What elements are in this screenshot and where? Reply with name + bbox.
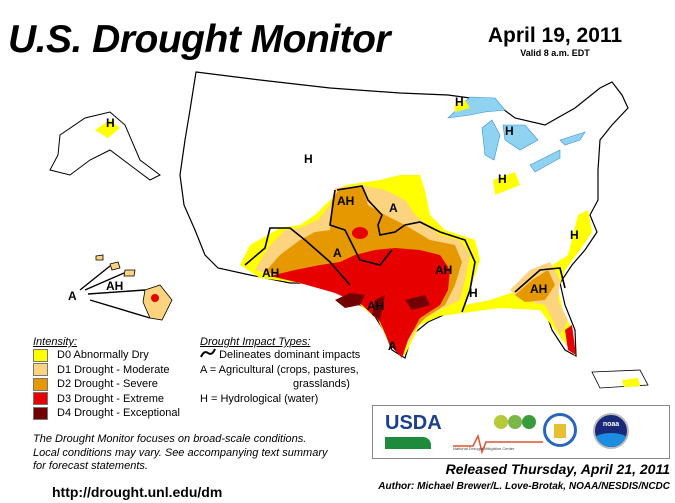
map-label: H: [570, 228, 579, 242]
map-label: H: [469, 286, 478, 300]
d4-area: [335, 293, 430, 320]
partner-logos: USDA National Drought Mitigation Center …: [372, 405, 670, 459]
usda-logo: USDA: [385, 412, 442, 434]
note-line: The Drought Monitor focuses on broad-sca…: [33, 433, 307, 445]
map-label: AH: [106, 279, 123, 293]
page-title: U.S. Drought Monitor: [8, 18, 391, 61]
impact-legend: Drought Impact Types: Delineates dominan…: [200, 336, 360, 406]
impact-h: H = Hydrological (water): [200, 392, 319, 405]
swatch-d2: [33, 377, 48, 391]
great-lakes: [447, 96, 586, 173]
d3-area: [270, 227, 576, 358]
map-label: A: [389, 201, 398, 215]
legend-label: D4 Drought - Exceptional: [57, 407, 180, 420]
map-label: A: [333, 246, 342, 260]
impact-line-label: Delineates dominant impacts: [219, 349, 361, 361]
release-date: Released Thursday, April 21, 2011: [445, 461, 670, 477]
intensity-legend: Intensity: D0 Abnormally Dry D1 Drought …: [33, 336, 180, 421]
valid-time: Valid 8 a.m. EDT: [520, 48, 590, 58]
map-label: A: [68, 289, 77, 303]
d0-area-midwest: [455, 100, 520, 195]
map-label: AH: [367, 299, 384, 313]
hawaii: [95, 254, 173, 321]
legend-item-d0: D0 Abnormally Dry: [33, 348, 180, 363]
website-link[interactable]: http://drought.unl.edu/dm: [52, 484, 223, 500]
author-credit: Author: Michael Brewer/L. Love-Brotak, N…: [378, 481, 670, 492]
legend-item-d3: D3 Drought - Extreme: [33, 392, 180, 407]
noaa-logo-icon: noaa: [593, 413, 629, 449]
map-label: A: [388, 339, 397, 353]
usda-logo-field: [385, 437, 431, 449]
note-line: Local conditions may vary. See accompany…: [33, 446, 328, 459]
ndmc-logo: [453, 415, 543, 454]
legend-label: D3 Drought - Extreme: [57, 392, 164, 405]
map-label: AH: [435, 263, 452, 277]
map-label: H: [498, 172, 507, 186]
impact-line-icon: [200, 348, 216, 358]
note-line: for forecast statements.: [33, 460, 148, 472]
commerce-seal-icon: [543, 413, 577, 447]
legend-label: D2 Drought - Severe: [57, 378, 158, 391]
map-label: AH: [530, 282, 547, 296]
map-label: H: [106, 116, 115, 130]
swatch-d0: [33, 348, 48, 362]
alaska: [49, 111, 161, 181]
swatch-d1: [33, 363, 48, 377]
alaska-d0: [95, 120, 120, 138]
noaa-label: noaa: [602, 421, 620, 428]
disclaimer-note: The Drought Monitor focuses on broad-sca…: [33, 433, 327, 474]
swatch-d4: [33, 406, 48, 420]
swatch-d3: [33, 392, 48, 406]
map-label: H: [455, 95, 464, 109]
legend-item-d1: D1 Drought - Moderate: [33, 363, 180, 378]
ndmc-label: National Drought Mitigation Center: [453, 446, 515, 451]
map-label: H: [505, 124, 514, 138]
map-label: AH: [262, 266, 279, 280]
map-label: H: [304, 152, 313, 166]
puerto-rico-d0: [622, 378, 640, 387]
intensity-heading: Intensity:: [33, 336, 78, 348]
map-date: April 19, 2011: [487, 24, 623, 47]
legend-label: D0 Abnormally Dry: [57, 349, 149, 362]
hawaii-pointers: [79, 265, 151, 319]
impact-a-cont: grasslands): [293, 378, 350, 390]
legend-item-d4: D4 Drought - Exceptional: [33, 406, 180, 421]
impact-heading: Drought Impact Types:: [200, 336, 311, 348]
impact-boundary-line: [244, 185, 566, 313]
legend-label: D1 Drought - Moderate: [57, 363, 170, 376]
map-label: AH: [337, 194, 354, 208]
legend-item-d2: D2 Drought - Severe: [33, 377, 180, 392]
hawaii-d3: [151, 294, 159, 302]
impact-line-item: Delineates dominant impacts: [200, 348, 360, 363]
impact-a: A = Agricultural (crops, pastures,: [200, 363, 359, 376]
